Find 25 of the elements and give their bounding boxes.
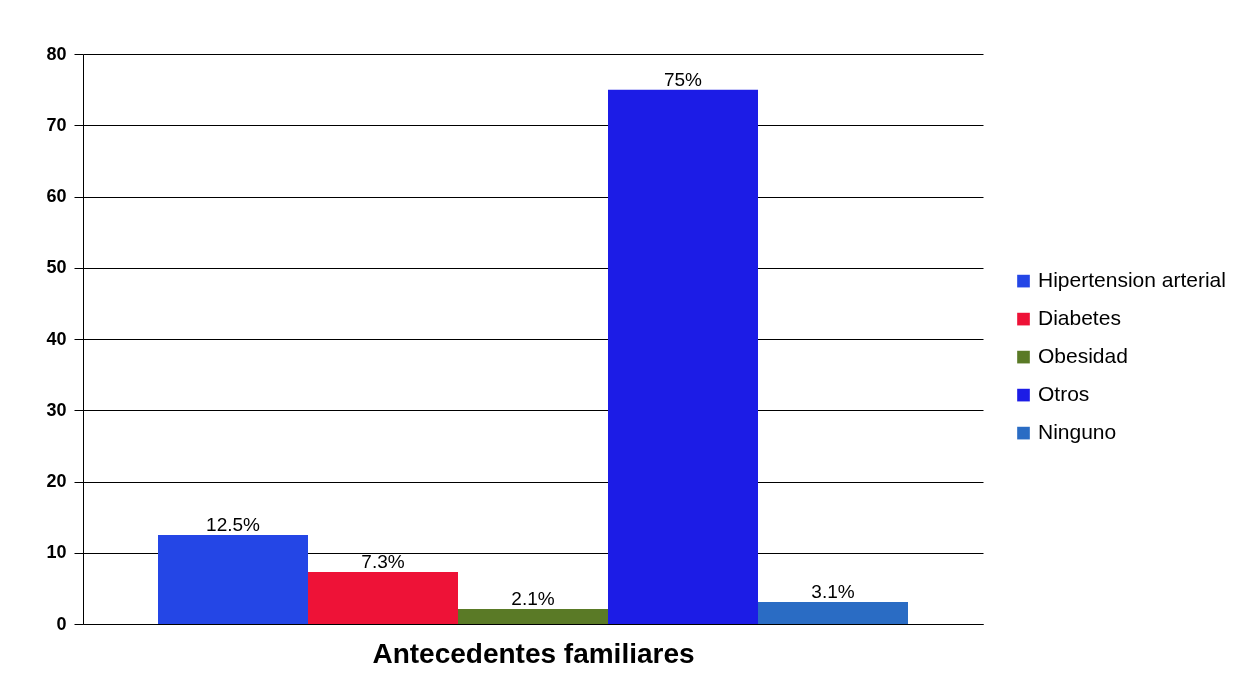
y-tick-label: 20 bbox=[46, 471, 67, 491]
y-tick-label: 40 bbox=[46, 328, 67, 349]
y-tick-label: 0 bbox=[56, 613, 67, 634]
data-label: 3.1% bbox=[811, 580, 855, 602]
legend-label: Otros bbox=[1038, 382, 1090, 406]
x-axis-title: Antecedentes familiares bbox=[372, 637, 695, 669]
data-label: 7.3% bbox=[361, 550, 405, 572]
y-tick-label: 70 bbox=[46, 114, 67, 135]
data-label: 2.1% bbox=[511, 588, 555, 610]
bar bbox=[758, 601, 908, 624]
legend-label: Hipertension arterial bbox=[1038, 268, 1226, 292]
bar bbox=[158, 534, 308, 624]
y-tick-label: 60 bbox=[46, 186, 67, 206]
bar bbox=[608, 89, 758, 624]
bar bbox=[308, 571, 458, 624]
y-tick-label: 30 bbox=[46, 399, 67, 420]
bar bbox=[458, 609, 608, 624]
legend-label: Ninguno bbox=[1038, 420, 1117, 444]
y-tick-label: 80 bbox=[46, 43, 67, 64]
y-tick-label: 50 bbox=[46, 257, 67, 278]
y-tick-label: 10 bbox=[46, 542, 67, 563]
data-label: 12.5% bbox=[206, 513, 261, 535]
legend-label: Obesidad bbox=[1038, 344, 1128, 368]
data-label: 75% bbox=[663, 68, 703, 90]
legend-label: Diabetes bbox=[1038, 306, 1121, 330]
